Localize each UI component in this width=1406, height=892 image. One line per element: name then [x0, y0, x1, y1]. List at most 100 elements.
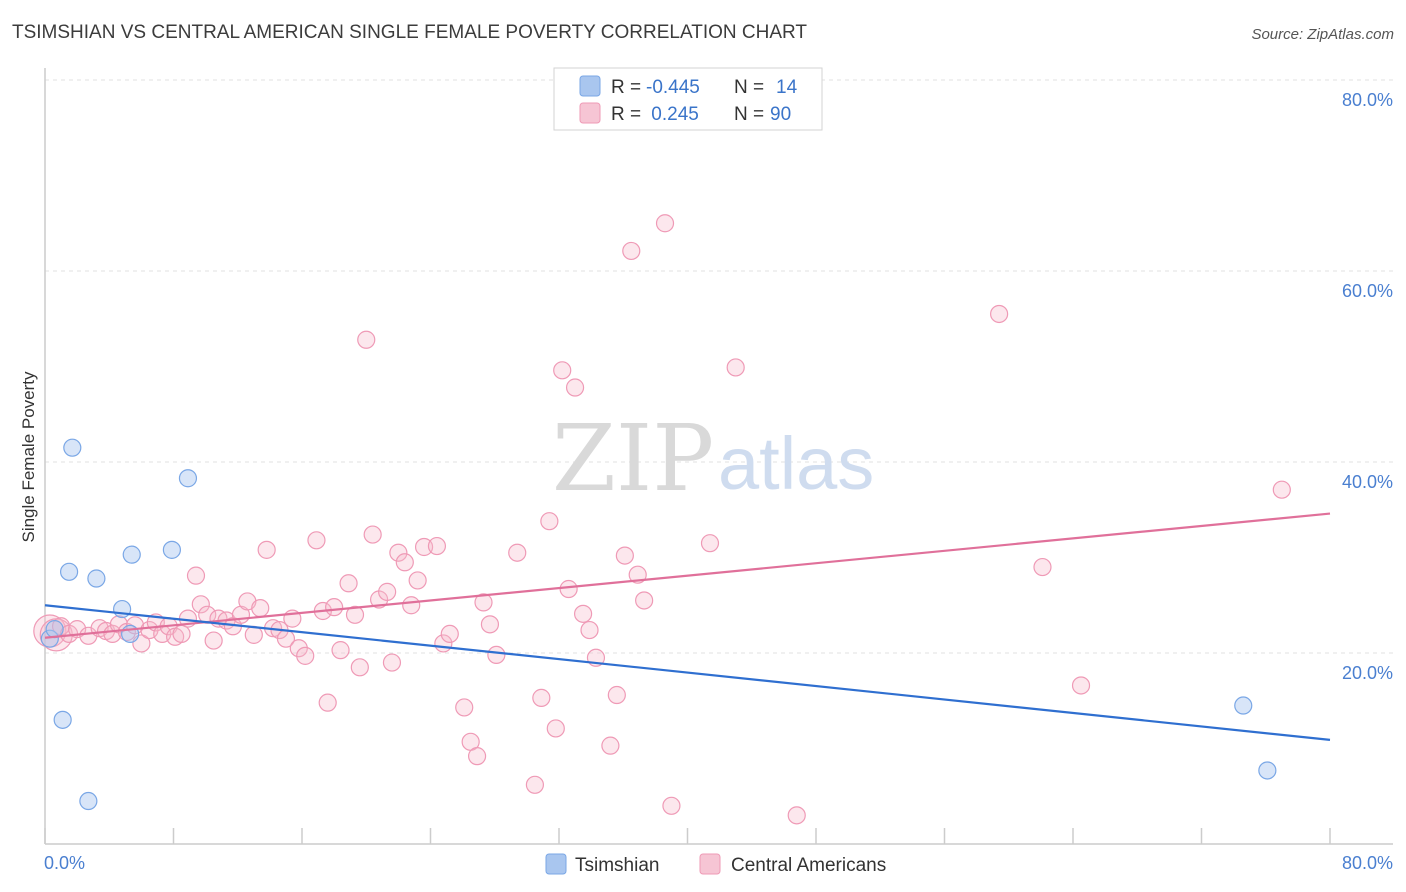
bottom-legend-swatch-tsimshian	[545, 853, 567, 875]
point-tsimshian-1	[45, 620, 64, 639]
point-central-americans-18	[172, 624, 191, 644]
point-central-americans-59	[455, 698, 474, 717]
y-tick-label-40: 40.0%	[1342, 472, 1393, 492]
point-central-americans-42	[331, 641, 350, 660]
x-tick-label-min: 0.0%	[44, 853, 85, 873]
point-central-americans-36	[289, 639, 308, 658]
point-tsimshian-13	[1258, 761, 1277, 780]
legend-n-value-tsimshian: 14	[776, 77, 798, 98]
point-central-americans-55	[414, 537, 434, 557]
legend-r-label-tsimshian: R =	[611, 77, 641, 98]
point-central-americans-81	[635, 591, 654, 610]
point-central-americans-73	[573, 604, 593, 623]
point-central-americans-83	[662, 796, 681, 815]
y-axis-tick-labels: 20.0% 40.0% 60.0% 80.0%	[1342, 90, 1393, 683]
point-central-americans-53	[402, 596, 421, 615]
point-central-americans-52	[395, 553, 414, 572]
point-tsimshian-3	[59, 562, 79, 581]
point-central-americans-44	[345, 605, 365, 624]
point-central-americans-86	[787, 806, 806, 825]
point-central-americans-37	[296, 646, 315, 665]
x-axis-ticks	[44, 828, 1331, 844]
point-tsimshian-0	[40, 629, 59, 648]
point-central-americans-58	[440, 624, 459, 644]
point-tsimshian-2	[53, 710, 72, 729]
point-central-americans-84	[700, 534, 720, 553]
correlation-legend: R = -0.445 N = 14 R = 0.245 N = 90	[553, 67, 823, 131]
point-central-americans-41	[325, 598, 344, 617]
point-central-americans-23	[204, 631, 223, 650]
point-central-americans-67	[532, 688, 551, 707]
point-central-americans-38	[307, 531, 326, 550]
trend-line-central-americans	[44, 512, 1331, 639]
point-tsimshian-11	[178, 469, 198, 488]
legend-r-label-central-americans: R =	[611, 104, 641, 125]
point-central-americans-43	[339, 574, 358, 593]
point-tsimshian-4	[63, 438, 82, 457]
bottom-legend: Tsimshian Central Americans	[545, 853, 886, 876]
point-central-americans-78	[615, 546, 634, 565]
point-central-americans-61	[467, 747, 487, 766]
point-central-americans-69	[546, 719, 565, 738]
point-central-americans-87	[990, 304, 1009, 324]
point-central-americans-8	[103, 624, 122, 644]
chart-title: TSIMSHIAN VS CENTRAL AMERICAN SINGLE FEM…	[12, 22, 807, 43]
source-label: Source: ZipAtlas.com	[1251, 26, 1394, 43]
legend-r-value-central-americans: 0.245	[646, 104, 699, 125]
point-central-americans-72	[565, 378, 585, 397]
point-central-americans-71	[559, 579, 578, 599]
point-tsimshian-6	[87, 569, 106, 588]
legend-n-label-tsimshian: N =	[734, 77, 764, 98]
point-tsimshian-9	[122, 545, 141, 564]
point-central-americans-56	[427, 536, 447, 556]
point-central-americans-47	[363, 525, 382, 544]
bottom-legend-swatch-central-americans	[699, 853, 721, 875]
legend-n-label-central-americans: N =	[734, 104, 764, 125]
legend-swatch-tsimshian	[579, 75, 601, 97]
bottom-legend-label-tsimshian: Tsimshian	[575, 855, 659, 876]
point-central-americans-80	[628, 565, 647, 584]
point-central-americans-77	[607, 685, 626, 705]
point-central-americans-85	[726, 358, 745, 377]
point-tsimshian-10	[162, 540, 181, 559]
point-central-americans-82	[655, 214, 675, 233]
point-central-americans-62	[474, 593, 493, 612]
point-central-americans-54	[408, 571, 427, 590]
y-tick-label-20: 20.0%	[1342, 663, 1393, 683]
series-central-americans	[33, 214, 1291, 825]
point-tsimshian-5	[79, 791, 98, 811]
point-central-americans-70	[553, 361, 572, 380]
point-central-americans-49	[378, 582, 397, 601]
point-central-americans-30	[251, 599, 270, 618]
point-central-americans-74	[580, 620, 599, 640]
series-tsimshian	[40, 438, 1277, 811]
bottom-legend-label-central-americans: Central Americans	[731, 855, 886, 876]
trend-lines	[44, 512, 1331, 741]
point-central-americans-66	[525, 775, 545, 794]
point-central-americans-21	[191, 595, 210, 614]
point-central-americans-51	[389, 543, 408, 562]
point-central-americans-50	[382, 653, 402, 672]
point-central-americans-90	[1272, 480, 1291, 499]
legend-n-value-central-americans: 90	[770, 104, 791, 125]
point-tsimshian-12	[1234, 696, 1253, 715]
point-central-americans-65	[508, 543, 527, 562]
point-central-americans-29	[244, 625, 263, 644]
point-central-americans-63	[480, 615, 500, 634]
point-central-americans-64	[487, 645, 506, 665]
y-axis-label: Single Female Poverty	[19, 371, 38, 543]
watermark-zip: ZIP	[552, 405, 714, 512]
legend-r-value-tsimshian: -0.445	[646, 77, 700, 98]
y-tick-label-60: 60.0%	[1342, 281, 1393, 301]
y-tick-label-80: 80.0%	[1342, 90, 1393, 110]
point-central-americans-20	[186, 566, 206, 585]
trend-line-tsimshian	[44, 604, 1331, 741]
point-central-americans-46	[357, 330, 376, 349]
point-central-americans-76	[601, 736, 620, 755]
point-central-americans-79	[622, 241, 641, 261]
point-central-americans-89	[1071, 676, 1091, 695]
legend-swatch-central-americans	[579, 102, 601, 124]
point-central-americans-31	[257, 540, 276, 559]
point-central-americans-45	[350, 658, 369, 677]
